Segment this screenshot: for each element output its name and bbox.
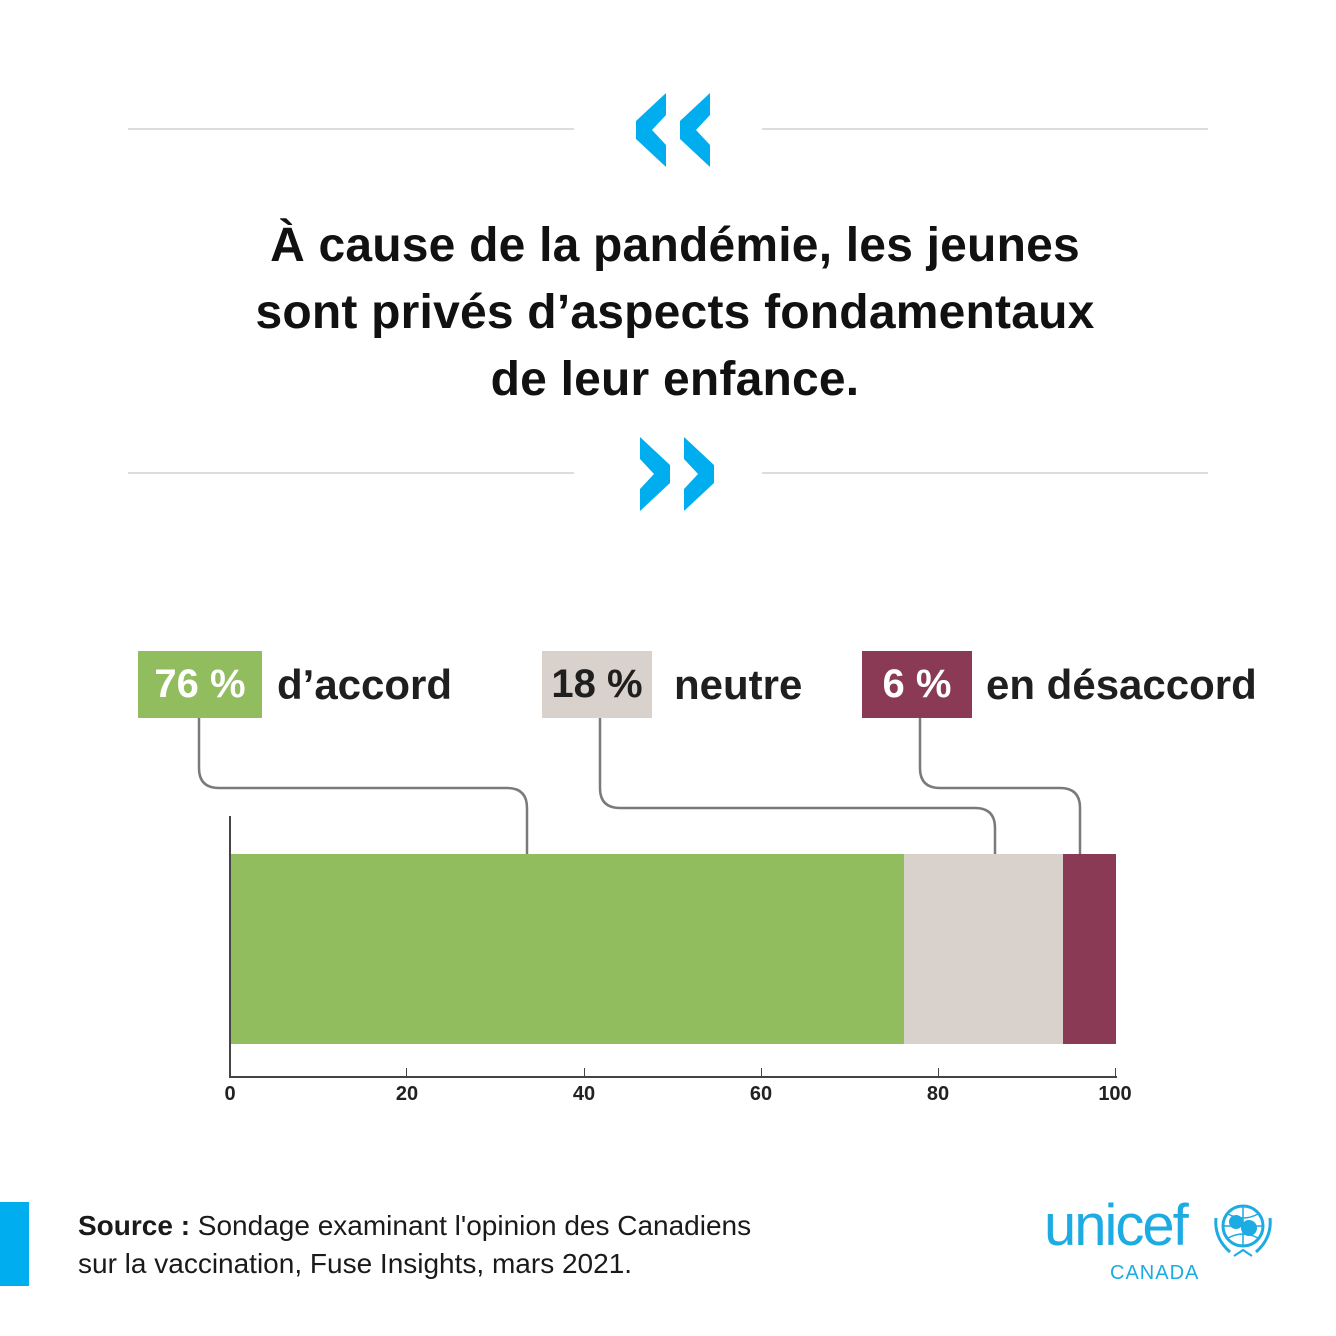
bar-segment-agree xyxy=(230,854,904,1044)
bar-segment-neutral xyxy=(904,854,1063,1044)
logo-wordmark: unicef xyxy=(1044,1193,1189,1258)
disagree-pct-badge: 6 % xyxy=(862,651,972,718)
neutral-connector xyxy=(598,718,997,854)
source-line-2: sur la vaccination, Fuse Insights, mars … xyxy=(78,1248,633,1279)
disagree-connector xyxy=(918,718,1082,854)
quote-line-2: sont privés d’aspects fondamentaux xyxy=(255,286,1095,339)
neutral-pct: 18 % xyxy=(551,662,643,706)
x-tick-label-40: 40 xyxy=(572,1083,596,1105)
agree-label: d’accord xyxy=(277,660,453,708)
quote-line-3: de leur enfance. xyxy=(490,353,860,406)
bar-segment-disagree xyxy=(1063,854,1116,1044)
y-axis-line xyxy=(229,816,231,1078)
x-tick-80 xyxy=(938,1068,939,1077)
x-tick-label-20: 20 xyxy=(395,1083,419,1105)
quote-text: À cause de la pandémie, les jeunes sont … xyxy=(150,212,1200,413)
logo-subtitle: CANADA xyxy=(1110,1262,1200,1284)
neutral-pct-badge: 18 % xyxy=(542,651,652,718)
side-accent-bar xyxy=(0,1202,29,1286)
unicef-emblem-icon xyxy=(1214,1204,1272,1257)
x-tick-100 xyxy=(1115,1068,1116,1077)
divider-top-right xyxy=(762,128,1208,130)
x-tick-label-80: 80 xyxy=(926,1083,950,1105)
agree-connector xyxy=(197,718,529,854)
quote-line-1: À cause de la pandémie, les jeunes xyxy=(270,219,1080,272)
open-quote-icon xyxy=(636,93,710,167)
x-axis-line xyxy=(229,1076,1117,1078)
x-tick-label-0: 0 xyxy=(224,1083,236,1105)
source-note: Source : Sondage examinant l'opinion des… xyxy=(78,1207,751,1283)
source-prefix: Source : xyxy=(78,1210,191,1241)
x-tick-label-60: 60 xyxy=(749,1083,773,1105)
x-tick-60 xyxy=(761,1068,762,1077)
divider-bottom-left xyxy=(128,472,574,474)
x-tick-20 xyxy=(406,1068,407,1077)
x-tick-40 xyxy=(584,1068,585,1077)
agree-pct-badge: 76 % xyxy=(138,651,262,718)
source-line-1: Sondage examinant l'opinion des Canadien… xyxy=(190,1210,752,1241)
neutral-label: neutre xyxy=(674,660,803,708)
unicef-logo: unicef CANADA xyxy=(1044,1193,1284,1286)
agree-pct: 76 % xyxy=(154,662,246,706)
divider-bottom-right xyxy=(762,472,1208,474)
x-tick-label-100: 100 xyxy=(1098,1083,1132,1105)
divider-top-left xyxy=(128,128,574,130)
close-quote-icon xyxy=(640,437,714,511)
disagree-pct: 6 % xyxy=(882,662,952,706)
disagree-label: en désaccord xyxy=(986,660,1257,708)
